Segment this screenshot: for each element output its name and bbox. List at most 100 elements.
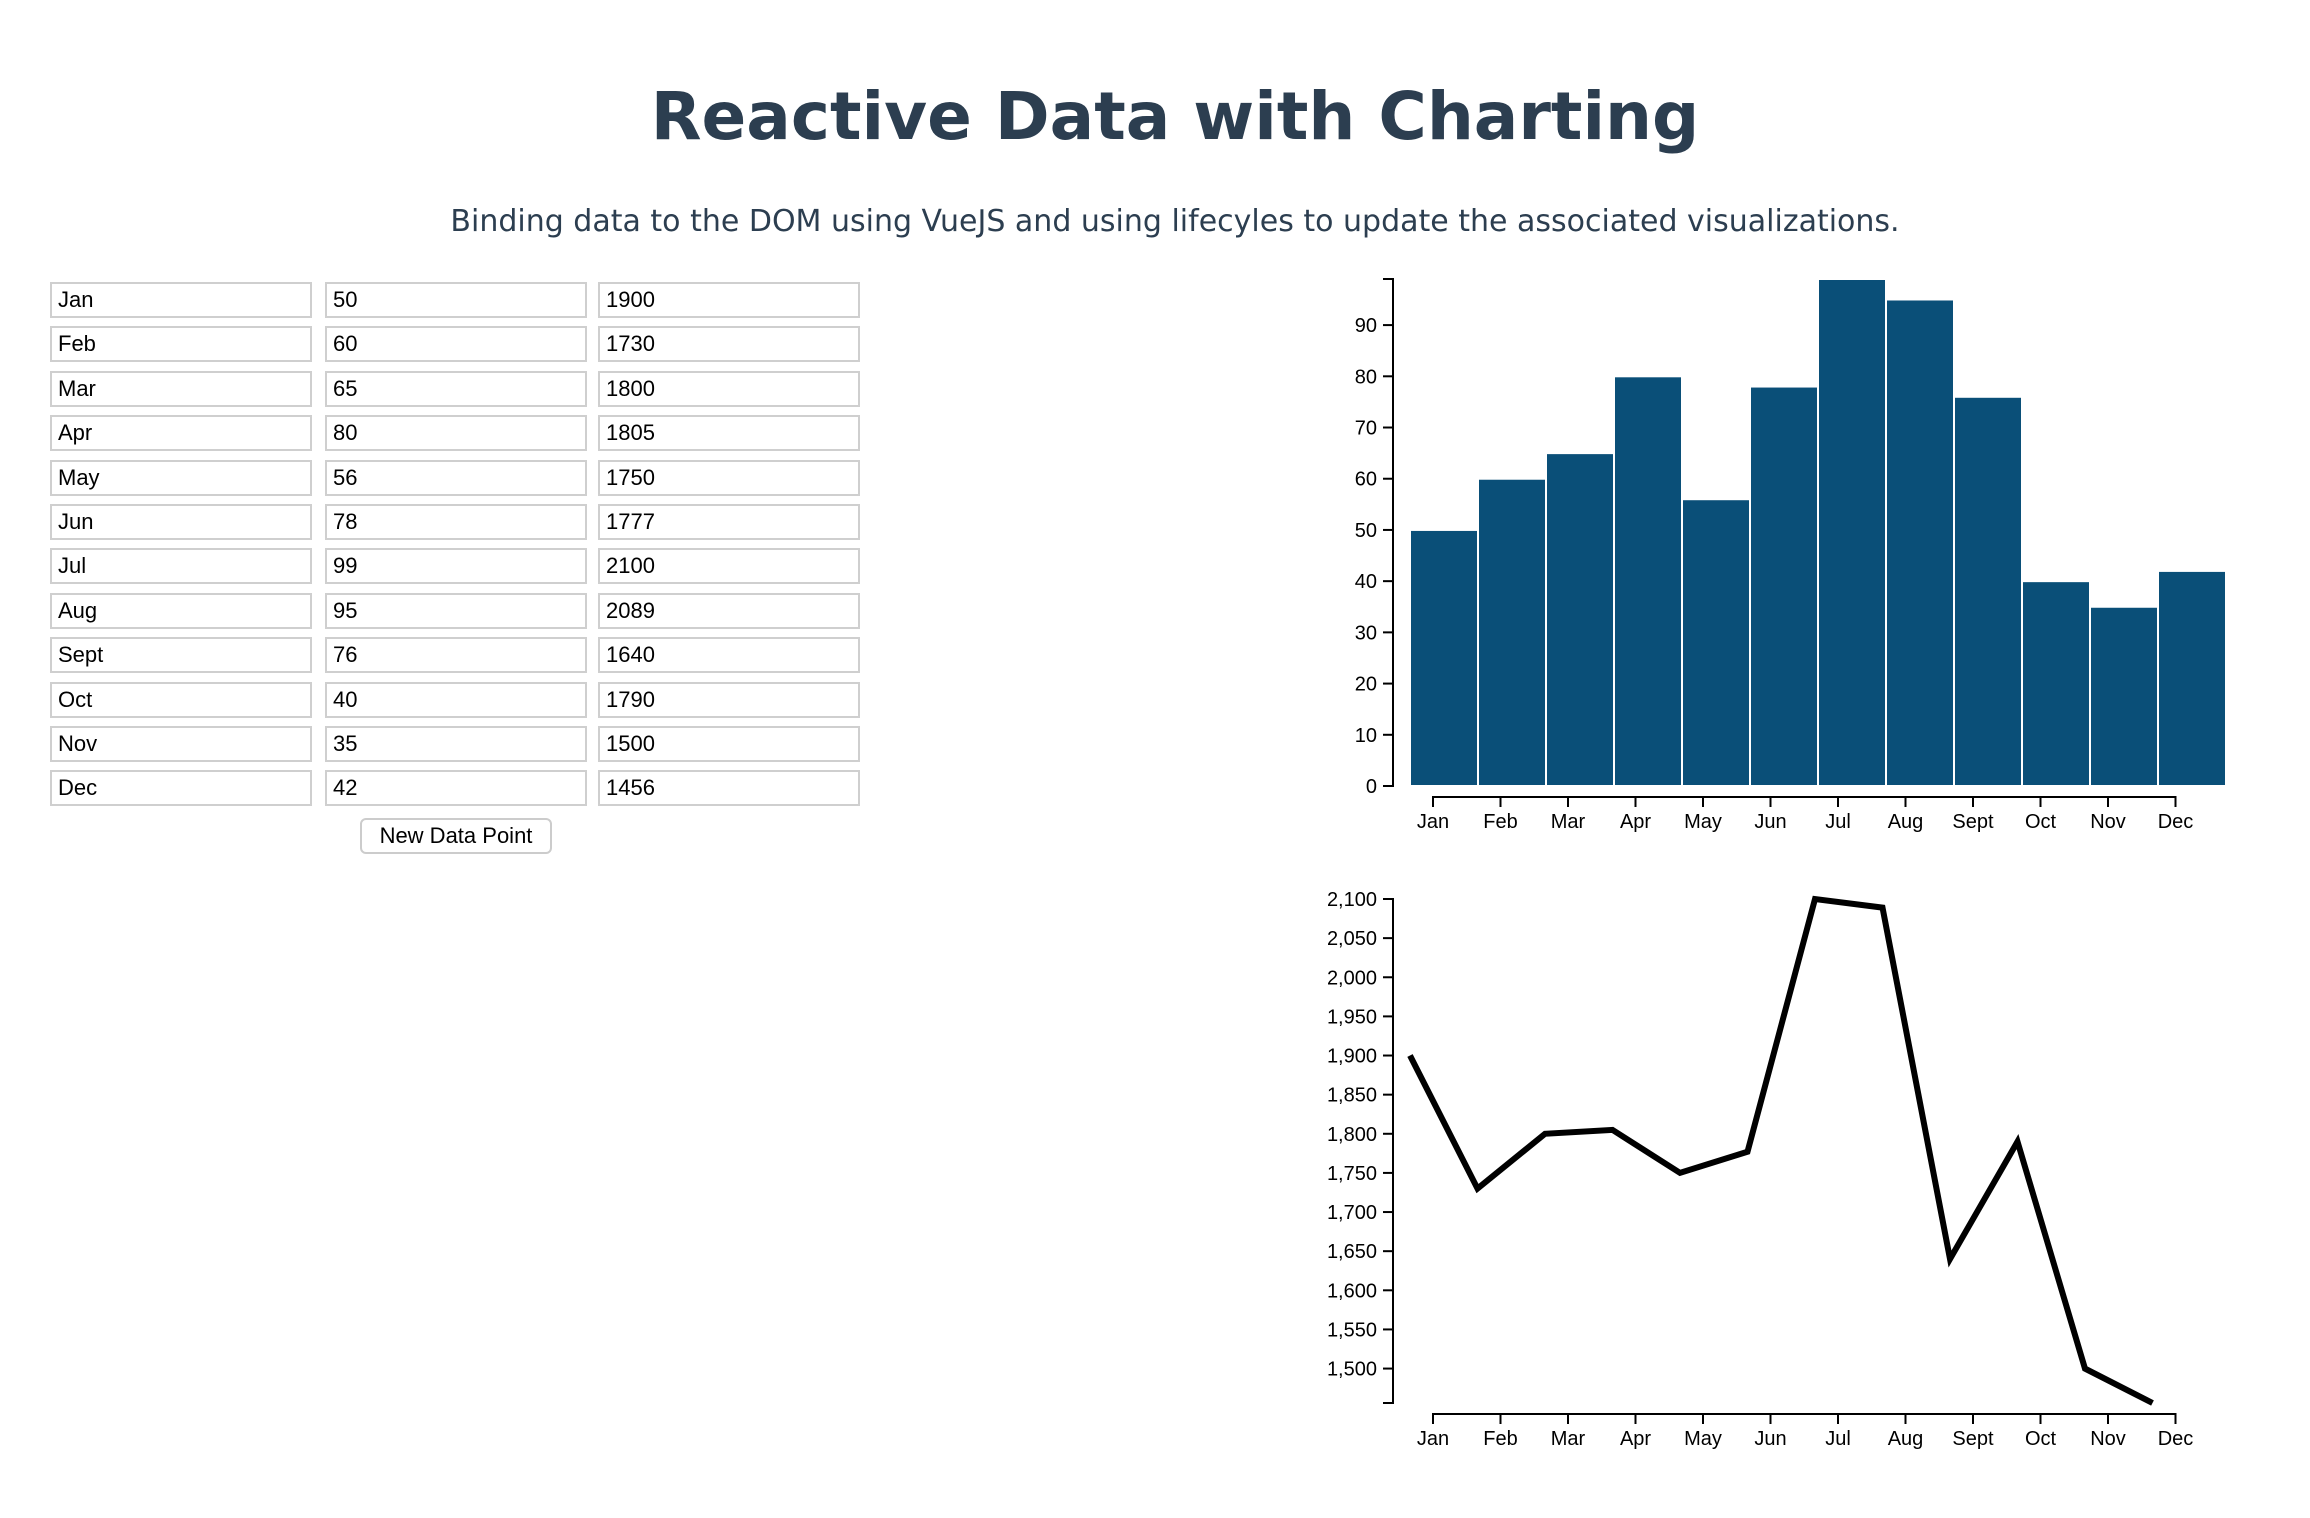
y-tick-label: 50 <box>1355 520 1377 542</box>
value-input[interactable] <box>325 370 587 407</box>
month-input[interactable] <box>50 282 312 318</box>
y-tick-label: 70 <box>1355 418 1377 440</box>
bar <box>1953 395 2023 787</box>
total-input[interactable] <box>598 282 860 318</box>
y-tick-label: 1,900 <box>1327 1046 1377 1068</box>
bar <box>1749 385 1819 787</box>
total-input[interactable] <box>598 459 860 496</box>
table-row <box>50 370 870 415</box>
x-tick-label: Aug <box>1888 811 1924 833</box>
value-input[interactable] <box>325 681 587 718</box>
table-row <box>50 282 870 326</box>
x-tick-label: Jun <box>1754 1428 1786 1450</box>
x-tick-label: Feb <box>1483 811 1517 833</box>
y-tick-label: 1,550 <box>1327 1319 1377 1341</box>
y-tick-label: 1,700 <box>1327 1202 1377 1224</box>
month-input[interactable] <box>50 326 312 363</box>
table-row <box>50 681 870 726</box>
value-input[interactable] <box>325 459 587 496</box>
total-input[interactable] <box>598 326 860 363</box>
x-tick-label: Sept <box>1952 811 1994 833</box>
x-tick-label: Dec <box>2158 811 2194 833</box>
total-input[interactable] <box>598 592 860 629</box>
x-tick-label: Oct <box>2025 1428 2057 1450</box>
y-tick-label: 1,800 <box>1327 1124 1377 1146</box>
y-tick-label: 60 <box>1355 469 1377 491</box>
bar <box>1681 498 1751 787</box>
total-input[interactable] <box>598 370 860 407</box>
value-input[interactable] <box>325 770 587 807</box>
x-tick-label: Mar <box>1551 811 1586 833</box>
x-tick-label: Oct <box>2025 811 2057 833</box>
value-input[interactable] <box>325 503 587 540</box>
bar <box>1613 375 1683 787</box>
total-input[interactable] <box>598 681 860 718</box>
y-tick-label: 0 <box>1366 776 1377 798</box>
value-input[interactable] <box>325 548 587 585</box>
month-input[interactable] <box>50 370 312 407</box>
line-series <box>1407 895 2154 1406</box>
x-tick-label: Sept <box>1952 1428 1994 1450</box>
x-tick-label: Jan <box>1417 1428 1449 1450</box>
table-row <box>50 415 870 459</box>
table-row <box>50 548 870 592</box>
month-input[interactable] <box>50 459 312 496</box>
total-input[interactable] <box>598 548 860 585</box>
bar <box>2157 569 2227 788</box>
y-tick-label: 2,050 <box>1327 928 1377 950</box>
y-tick-label: 2,100 <box>1327 889 1377 911</box>
value-input[interactable] <box>325 282 587 318</box>
value-input[interactable] <box>325 592 587 629</box>
y-tick-label: 1,950 <box>1327 1006 1377 1028</box>
month-input[interactable] <box>50 637 312 674</box>
y-tick-label: 20 <box>1355 674 1377 696</box>
bar <box>1477 477 1547 787</box>
y-tick-label: 80 <box>1355 366 1377 388</box>
total-input[interactable] <box>598 503 860 540</box>
month-input[interactable] <box>50 548 312 585</box>
total-input[interactable] <box>598 770 860 807</box>
x-tick-label: Apr <box>1620 811 1651 833</box>
month-input[interactable] <box>50 725 312 762</box>
data-table <box>50 282 870 815</box>
month-input[interactable] <box>50 681 312 718</box>
x-tick-label: Jan <box>1417 811 1449 833</box>
y-tick-label: 1,500 <box>1327 1359 1377 1381</box>
value-input[interactable] <box>325 326 587 363</box>
bar <box>1545 452 1615 787</box>
x-tick-label: May <box>1684 811 1722 833</box>
table-row <box>50 770 870 814</box>
y-tick-label: 40 <box>1355 571 1377 593</box>
bar <box>2089 605 2159 787</box>
y-tick-label: 1,750 <box>1327 1163 1377 1185</box>
y-axis-line <box>1383 898 1394 1404</box>
y-tick-label: 2,000 <box>1327 967 1377 989</box>
table-row <box>50 503 870 548</box>
table-row <box>50 725 870 770</box>
total-input[interactable] <box>598 415 860 452</box>
month-input[interactable] <box>50 770 312 807</box>
value-input[interactable] <box>325 415 587 452</box>
x-tick-label: Nov <box>2090 811 2126 833</box>
x-tick-label: Jun <box>1754 811 1786 833</box>
table-row <box>50 637 870 681</box>
table-row <box>50 592 870 637</box>
month-input[interactable] <box>50 592 312 629</box>
x-tick-label: May <box>1684 1428 1722 1450</box>
month-input[interactable] <box>50 415 312 452</box>
value-input[interactable] <box>325 637 587 674</box>
x-tick-label: Jul <box>1825 1428 1851 1450</box>
total-input[interactable] <box>598 637 860 674</box>
table-row <box>50 459 870 504</box>
y-tick-label: 30 <box>1355 622 1377 644</box>
value-input[interactable] <box>325 725 587 762</box>
month-input[interactable] <box>50 503 312 540</box>
x-tick-label: Dec <box>2158 1428 2194 1450</box>
y-tick-label: 1,650 <box>1327 1241 1377 1263</box>
table-row <box>50 326 870 370</box>
total-input[interactable] <box>598 725 860 762</box>
x-tick-label: Feb <box>1483 1428 1517 1450</box>
new-data-point-button[interactable]: New Data Point <box>360 818 552 854</box>
